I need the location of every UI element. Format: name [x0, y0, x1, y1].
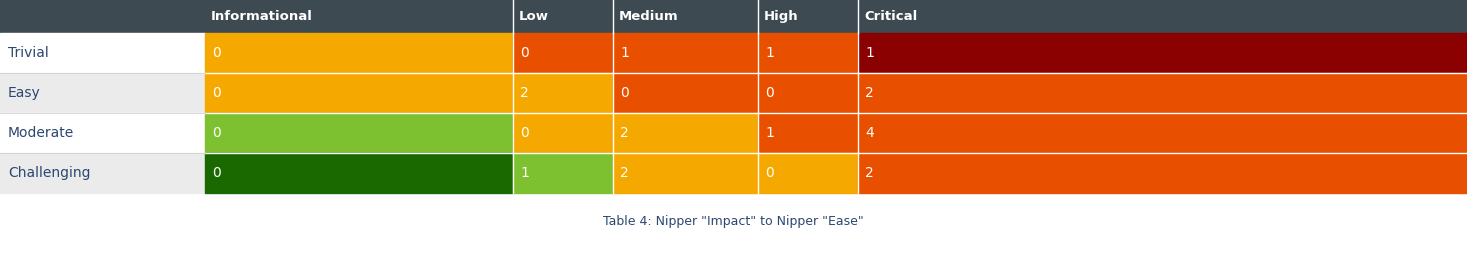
Bar: [0, 33, 205, 73]
Text: 0: 0: [519, 46, 528, 60]
Bar: [613, 0, 758, 33]
Text: 0: 0: [519, 126, 528, 140]
Bar: [205, 113, 513, 153]
Bar: [513, 33, 613, 73]
Bar: [858, 33, 1467, 73]
Bar: [758, 153, 858, 193]
Text: 0: 0: [764, 86, 773, 100]
Text: Challenging: Challenging: [7, 166, 91, 180]
Text: Low: Low: [519, 10, 549, 23]
Bar: [758, 33, 858, 73]
Bar: [858, 73, 1467, 113]
Text: 1: 1: [866, 46, 874, 60]
Bar: [858, 113, 1467, 153]
Bar: [613, 113, 758, 153]
Bar: [758, 113, 858, 153]
Bar: [0, 0, 205, 33]
Text: 0: 0: [764, 166, 773, 180]
Text: High: High: [764, 10, 798, 23]
Bar: [205, 0, 513, 33]
Text: 2: 2: [866, 86, 874, 100]
Bar: [0, 153, 205, 193]
Bar: [513, 73, 613, 113]
Bar: [613, 73, 758, 113]
Text: 0: 0: [213, 86, 220, 100]
Text: 0: 0: [213, 126, 220, 140]
Text: 1: 1: [764, 126, 775, 140]
Text: Trivial: Trivial: [7, 46, 48, 60]
Bar: [758, 73, 858, 113]
Bar: [0, 113, 205, 153]
Bar: [205, 73, 513, 113]
Text: 1: 1: [621, 46, 629, 60]
Bar: [858, 153, 1467, 193]
Bar: [758, 0, 858, 33]
Bar: [513, 0, 613, 33]
Bar: [205, 153, 513, 193]
Text: Easy: Easy: [7, 86, 41, 100]
Text: 1: 1: [519, 166, 530, 180]
Text: 1: 1: [764, 46, 775, 60]
Bar: [613, 153, 758, 193]
Text: 2: 2: [519, 86, 528, 100]
Text: Informational: Informational: [211, 10, 312, 23]
Text: 2: 2: [621, 126, 629, 140]
Bar: [513, 153, 613, 193]
Bar: [205, 33, 513, 73]
Bar: [858, 0, 1467, 33]
Bar: [613, 33, 758, 73]
Text: Medium: Medium: [619, 10, 679, 23]
Bar: [513, 113, 613, 153]
Text: Table 4: Nipper "Impact" to Nipper "Ease": Table 4: Nipper "Impact" to Nipper "Ease…: [603, 215, 864, 228]
Text: 0: 0: [213, 46, 220, 60]
Bar: [0, 73, 205, 113]
Text: Moderate: Moderate: [7, 126, 75, 140]
Text: Critical: Critical: [864, 10, 917, 23]
Text: 2: 2: [621, 166, 629, 180]
Text: 2: 2: [866, 166, 874, 180]
Text: 0: 0: [621, 86, 629, 100]
Text: 0: 0: [213, 166, 220, 180]
Text: 4: 4: [866, 126, 874, 140]
